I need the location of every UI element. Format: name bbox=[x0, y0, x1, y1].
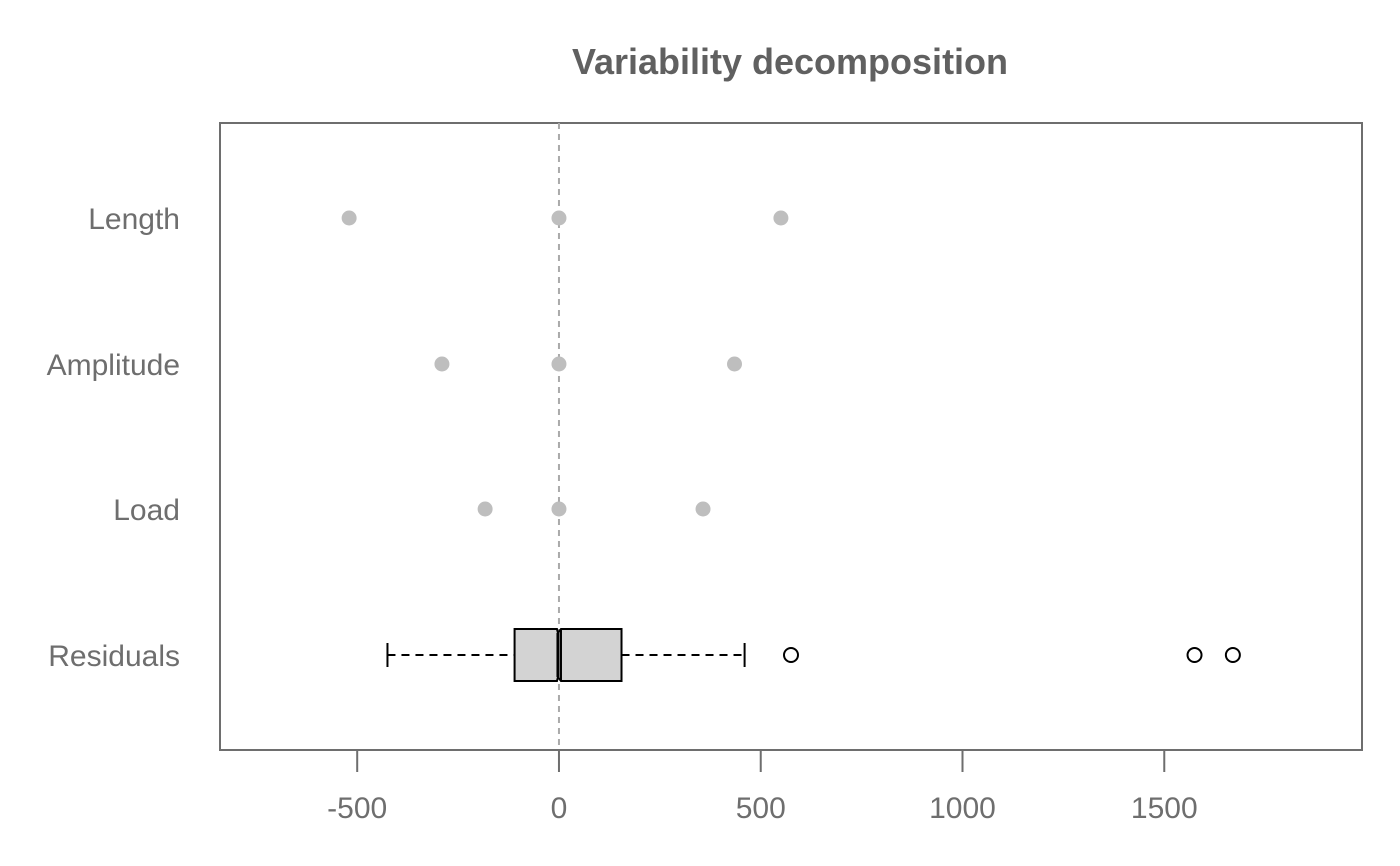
x-tick-label: 0 bbox=[551, 792, 568, 825]
effect-point bbox=[434, 356, 450, 372]
effect-point bbox=[341, 210, 357, 226]
y-category-label: Load bbox=[113, 494, 180, 527]
x-tick-label: -500 bbox=[327, 792, 387, 825]
x-tick-label: 1500 bbox=[1131, 792, 1198, 825]
y-category-label: Length bbox=[88, 203, 180, 236]
effect-point bbox=[551, 356, 567, 372]
chart-title: Variability decomposition bbox=[572, 41, 1008, 82]
effect-point bbox=[551, 210, 567, 226]
effect-point bbox=[477, 501, 493, 517]
x-tick-label: 1000 bbox=[929, 792, 996, 825]
y-category-label: Residuals bbox=[48, 640, 180, 673]
outlier-point bbox=[1186, 647, 1203, 663]
effect-point bbox=[773, 210, 789, 226]
y-axis-labels: Length Amplitude Load Residuals bbox=[47, 203, 180, 673]
x-axis: -500 0 500 1000 1500 bbox=[327, 750, 1198, 825]
outlier-point bbox=[783, 647, 799, 663]
y-category-label: Amplitude bbox=[47, 349, 180, 382]
effect-point bbox=[695, 501, 711, 517]
outlier-point bbox=[1224, 647, 1241, 663]
x-tick-label: 500 bbox=[736, 792, 786, 825]
residuals-box bbox=[513, 628, 623, 682]
effect-point bbox=[551, 501, 567, 517]
effect-point bbox=[727, 356, 743, 372]
data-marks bbox=[341, 210, 1241, 682]
plot-frame bbox=[219, 122, 1363, 751]
